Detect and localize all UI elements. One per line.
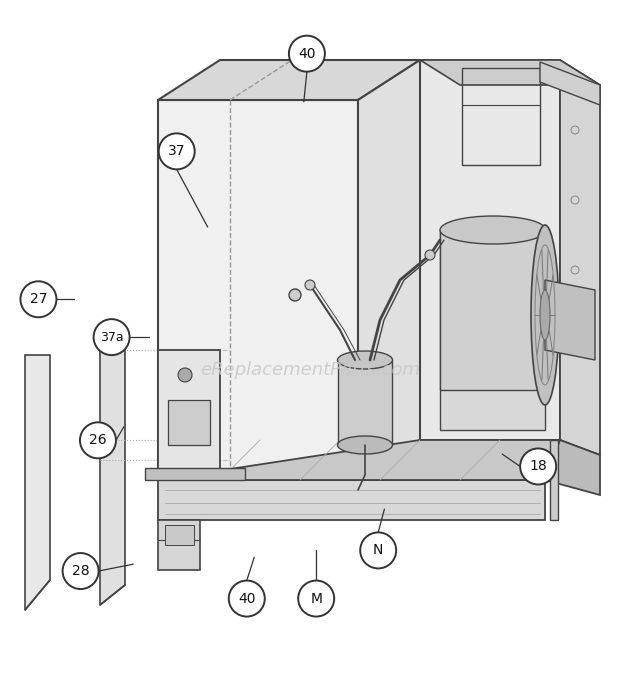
Ellipse shape	[337, 436, 392, 454]
Polygon shape	[168, 400, 210, 445]
Circle shape	[20, 281, 56, 317]
Ellipse shape	[337, 351, 392, 369]
Polygon shape	[145, 468, 245, 480]
Text: 40: 40	[298, 47, 316, 61]
Circle shape	[298, 581, 334, 616]
Polygon shape	[158, 60, 420, 100]
Circle shape	[425, 250, 435, 260]
Polygon shape	[158, 520, 200, 570]
Text: 26: 26	[89, 433, 107, 447]
Circle shape	[229, 581, 265, 616]
Text: M: M	[310, 592, 322, 605]
Circle shape	[360, 533, 396, 568]
Text: N: N	[373, 544, 383, 557]
Text: 18: 18	[529, 460, 547, 473]
Text: eReplacementParts.com: eReplacementParts.com	[200, 361, 420, 379]
Text: 37a: 37a	[100, 331, 123, 343]
Polygon shape	[100, 350, 125, 605]
Ellipse shape	[540, 290, 550, 340]
Polygon shape	[158, 350, 220, 480]
Text: 40: 40	[238, 592, 255, 605]
Polygon shape	[165, 525, 194, 545]
Polygon shape	[440, 230, 545, 430]
Polygon shape	[358, 60, 420, 480]
Circle shape	[80, 422, 116, 458]
Polygon shape	[440, 230, 545, 390]
Circle shape	[178, 368, 192, 382]
Polygon shape	[158, 480, 545, 520]
Ellipse shape	[531, 225, 559, 405]
Polygon shape	[550, 440, 558, 520]
Circle shape	[94, 319, 130, 355]
Polygon shape	[420, 60, 600, 85]
Polygon shape	[158, 440, 560, 480]
Text: 27: 27	[30, 292, 47, 306]
Ellipse shape	[440, 216, 546, 244]
Circle shape	[289, 289, 301, 301]
Polygon shape	[420, 60, 560, 440]
Circle shape	[520, 449, 556, 484]
Text: 28: 28	[72, 564, 89, 578]
Text: 37: 37	[168, 144, 185, 158]
Polygon shape	[545, 440, 600, 495]
Polygon shape	[545, 280, 595, 360]
Polygon shape	[560, 60, 600, 455]
Circle shape	[63, 553, 99, 589]
Circle shape	[159, 133, 195, 169]
Circle shape	[289, 36, 325, 72]
Polygon shape	[158, 100, 358, 480]
Polygon shape	[540, 62, 600, 105]
Polygon shape	[25, 355, 50, 610]
Polygon shape	[338, 360, 392, 445]
Circle shape	[305, 280, 315, 290]
